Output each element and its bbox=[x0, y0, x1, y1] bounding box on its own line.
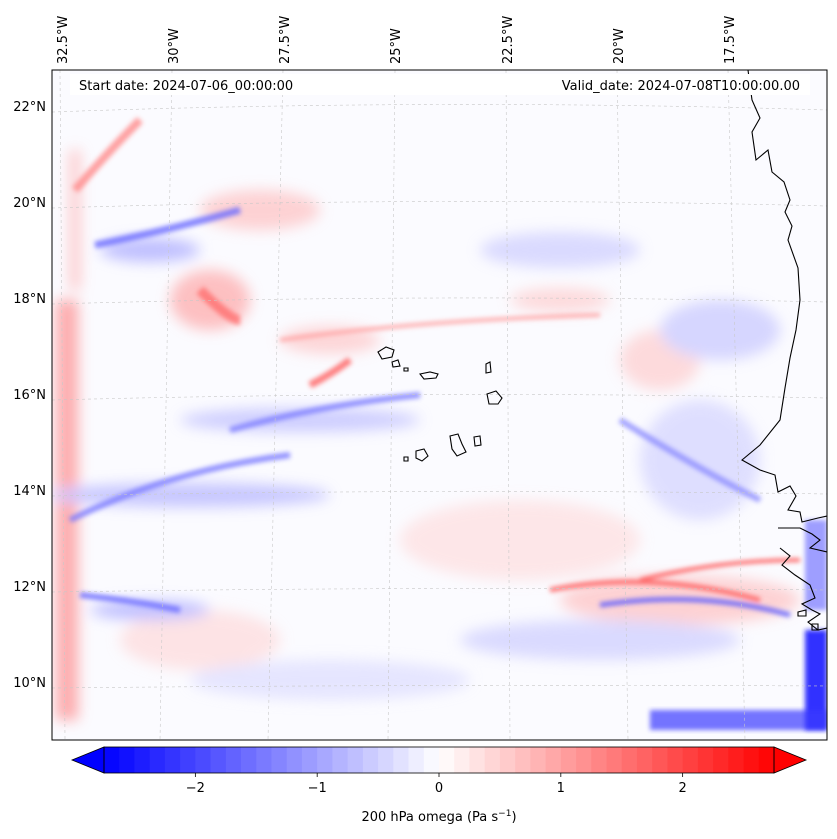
colorbar-cell bbox=[454, 747, 470, 773]
colorbar-cell bbox=[545, 747, 562, 773]
colorbar-cell bbox=[591, 747, 607, 773]
colorbar-cell bbox=[469, 747, 486, 773]
lat-label-20n: 20°N bbox=[13, 196, 46, 211]
colorbar-cell bbox=[164, 747, 181, 773]
cape-verde-sao-nicolau bbox=[419, 371, 439, 380]
colorbar-cell bbox=[149, 747, 166, 773]
colorbar-cell bbox=[241, 747, 257, 773]
lon-label-17-5w: 17.5°W bbox=[723, 16, 738, 64]
colorbar-cell bbox=[621, 747, 638, 773]
start-date-label: Start date: 2024-07-06_00:00:00 bbox=[79, 79, 293, 94]
colorbar-cell bbox=[636, 747, 653, 773]
colorbar-cell bbox=[286, 747, 303, 773]
longitude-labels: 32.5°W 30°W 27.5°W 25°W 22.5°W 20°W 17.5… bbox=[56, 16, 738, 64]
colorbar-cell bbox=[347, 747, 364, 773]
cape-verde-santa-luzia bbox=[403, 367, 409, 372]
cape-verde-sao-vicente bbox=[391, 359, 401, 368]
colorbar-cell bbox=[667, 747, 684, 773]
map-frame bbox=[51, 69, 828, 741]
colorbar: −2 −1 0 1 2 200 hPa omega (Pa s−1) bbox=[70, 746, 808, 825]
colorbar-cell bbox=[423, 747, 440, 773]
colorbar-cell bbox=[560, 747, 577, 773]
colorbar-cell bbox=[682, 747, 699, 773]
colorbar-cell bbox=[210, 747, 227, 773]
colorbar-cell bbox=[104, 747, 120, 773]
omega-field bbox=[52, 117, 827, 730]
lon-label-30w: 30°W bbox=[167, 28, 182, 64]
colorbar-tick-label: 2 bbox=[678, 781, 686, 796]
lat-label-14n: 14°N bbox=[13, 484, 46, 499]
cape-verde-brava bbox=[403, 456, 409, 462]
cape-verde-maio bbox=[473, 435, 482, 447]
colorbar-high-extend bbox=[773, 746, 808, 774]
coastline bbox=[377, 70, 827, 631]
lat-label-18n: 18°N bbox=[13, 292, 46, 307]
colorbar-cell bbox=[134, 747, 151, 773]
lon-label-22-5w: 22.5°W bbox=[501, 16, 516, 64]
colorbar-tick-label: 1 bbox=[557, 781, 565, 796]
lat-label-16n: 16°N bbox=[13, 388, 46, 403]
colorbar-cell bbox=[606, 747, 623, 773]
colorbar-cell bbox=[652, 747, 668, 773]
lat-label-22n: 22°N bbox=[13, 100, 46, 115]
cape-verde-sal bbox=[485, 361, 492, 374]
colorbar-cell bbox=[408, 747, 425, 773]
valid-date-label: Valid_date: 2024-07-08T10:00:00.00 bbox=[562, 79, 800, 94]
colorbar-label-main: 200 hPa omega (Pa s bbox=[361, 810, 498, 825]
colorbar-ticks: −2 −1 0 1 2 bbox=[186, 773, 687, 796]
colorbar-cell bbox=[758, 747, 775, 773]
colorbar-cell bbox=[484, 747, 501, 773]
colorbar-cell bbox=[728, 747, 744, 773]
lon-label-32-5w: 32.5°W bbox=[56, 16, 71, 64]
lat-label-10n: 10°N bbox=[13, 676, 46, 691]
african-coastline bbox=[741, 70, 827, 523]
lon-label-27-5w: 27.5°W bbox=[278, 16, 293, 64]
latitude-labels: 22°N 20°N 18°N 16°N 14°N 12°N 10°N bbox=[13, 100, 46, 691]
colorbar-cell bbox=[378, 747, 394, 773]
colorbar-cell bbox=[332, 747, 349, 773]
colorbar-cell bbox=[225, 747, 242, 773]
colorbar-cell bbox=[697, 747, 714, 773]
cape-verde-santiago bbox=[449, 433, 467, 457]
colorbar-cell bbox=[713, 747, 729, 773]
colorbar-cell bbox=[256, 747, 272, 773]
colorbar-cell bbox=[362, 747, 379, 773]
colorbar-cell bbox=[271, 747, 288, 773]
colorbar-cell bbox=[301, 747, 318, 773]
colorbar-cell bbox=[439, 747, 455, 773]
colorbar-cell bbox=[576, 747, 592, 773]
colorbar-label-exponent: −1 bbox=[498, 809, 511, 819]
gambia-coast bbox=[778, 527, 827, 553]
colorbar-cell bbox=[393, 747, 409, 773]
guinea-bissau-coast bbox=[779, 547, 827, 631]
colorbar-cell bbox=[530, 747, 546, 773]
colorbar-cell bbox=[195, 747, 211, 773]
colorbar-tick-label: −1 bbox=[308, 781, 327, 796]
lon-label-20w: 20°W bbox=[612, 28, 627, 64]
colorbar-cell bbox=[499, 747, 516, 773]
colorbar-cell bbox=[317, 747, 333, 773]
colorbar-label: 200 hPa omega (Pa s−1) bbox=[361, 809, 516, 825]
lon-label-25w: 25°W bbox=[389, 28, 404, 64]
cape-verde-fogo bbox=[415, 448, 429, 462]
lat-label-12n: 12°N bbox=[13, 580, 46, 595]
cape-verde-boa-vista bbox=[486, 390, 503, 405]
colorbar-low-extend bbox=[70, 746, 105, 774]
colorbar-cell bbox=[180, 747, 196, 773]
colorbar-cell bbox=[743, 747, 760, 773]
map-panel: Start date: 2024-07-06_00:00:00 Valid_da… bbox=[52, 70, 827, 740]
colorbar-gradient bbox=[104, 747, 775, 773]
colorbar-cell bbox=[515, 747, 531, 773]
colorbar-label-close: ) bbox=[511, 810, 516, 825]
header-band bbox=[70, 74, 810, 95]
map-gridlines bbox=[52, 70, 827, 740]
bissagos-islands bbox=[797, 609, 819, 631]
colorbar-cell bbox=[119, 747, 135, 773]
colorbar-tick-label: −2 bbox=[186, 781, 205, 796]
cape-verde-santo-antao bbox=[377, 346, 395, 360]
colorbar-tick-label: 0 bbox=[435, 781, 443, 796]
